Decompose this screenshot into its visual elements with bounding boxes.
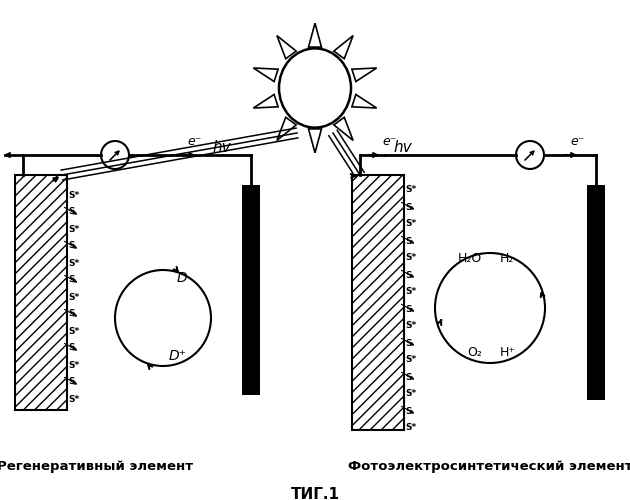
Text: S: S bbox=[405, 202, 411, 211]
Circle shape bbox=[101, 141, 129, 169]
Text: e⁻: e⁻ bbox=[188, 135, 202, 148]
Text: S: S bbox=[405, 304, 411, 314]
Text: D: D bbox=[177, 271, 188, 285]
Text: H⁺: H⁺ bbox=[500, 346, 516, 360]
Text: D⁺: D⁺ bbox=[169, 349, 187, 363]
Text: S*: S* bbox=[405, 424, 416, 432]
Text: S: S bbox=[68, 344, 74, 352]
Text: S: S bbox=[405, 236, 411, 246]
Text: e⁻: e⁻ bbox=[571, 135, 585, 148]
Text: Фотоэлектросинтетический элемент: Фотоэлектросинтетический элемент bbox=[348, 460, 630, 473]
Text: S*: S* bbox=[405, 186, 416, 194]
Bar bbox=[242, 185, 260, 395]
Bar bbox=[352, 175, 404, 430]
Bar bbox=[15, 175, 67, 410]
Text: Регенеративный элемент: Регенеративный элемент bbox=[0, 460, 193, 473]
Text: S*: S* bbox=[405, 356, 416, 364]
Text: S*: S* bbox=[405, 288, 416, 296]
Text: S: S bbox=[68, 378, 74, 386]
Text: H₂: H₂ bbox=[500, 252, 514, 264]
Text: ΤИГ.1: ΤИГ.1 bbox=[290, 487, 340, 500]
Text: S: S bbox=[68, 242, 74, 250]
Text: S*: S* bbox=[68, 360, 79, 370]
Text: S*: S* bbox=[68, 190, 79, 200]
Text: S*: S* bbox=[68, 224, 79, 234]
Text: hv: hv bbox=[394, 140, 412, 155]
Text: S: S bbox=[68, 276, 74, 284]
Text: S: S bbox=[405, 372, 411, 382]
Text: S: S bbox=[68, 310, 74, 318]
Text: S: S bbox=[405, 270, 411, 280]
Text: S*: S* bbox=[68, 394, 79, 404]
Text: S: S bbox=[405, 338, 411, 347]
Circle shape bbox=[516, 141, 544, 169]
Text: S*: S* bbox=[405, 390, 416, 398]
Text: S*: S* bbox=[405, 220, 416, 228]
Text: S*: S* bbox=[68, 258, 79, 268]
Text: S*: S* bbox=[405, 322, 416, 330]
Text: S*: S* bbox=[405, 254, 416, 262]
Text: S: S bbox=[405, 406, 411, 416]
Text: H₂O: H₂O bbox=[458, 252, 482, 264]
Text: O₂: O₂ bbox=[467, 346, 482, 360]
Text: S: S bbox=[68, 208, 74, 216]
Text: S*: S* bbox=[68, 292, 79, 302]
Text: hv: hv bbox=[213, 140, 231, 155]
Bar bbox=[587, 185, 605, 400]
Text: e⁻: e⁻ bbox=[383, 135, 397, 148]
Text: S*: S* bbox=[68, 326, 79, 336]
